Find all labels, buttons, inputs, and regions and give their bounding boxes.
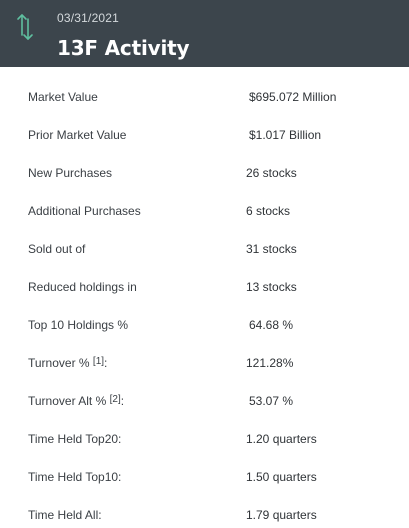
- stat-row: Turnover Alt % [2]: 53.07 %: [0, 382, 409, 420]
- stat-label-text: Sold out of: [28, 242, 86, 256]
- stat-row: New Purchases 26 stocks: [0, 154, 409, 192]
- stat-label-text: Top 10 Holdings %: [28, 318, 129, 332]
- stat-value: 13 stocks: [246, 280, 297, 294]
- stat-label: Top 10 Holdings %: [28, 318, 128, 332]
- stat-label-text: Time Held Top10:: [28, 470, 122, 484]
- stat-label: Market Value: [28, 90, 98, 104]
- stat-label: Sold out of: [28, 242, 85, 256]
- footnote-reference: [1]: [92, 356, 105, 367]
- stat-label: Additional Purchases: [28, 204, 141, 218]
- stat-row: Time Held Top10: 1.50 quarters: [0, 458, 409, 496]
- stat-label: Reduced holdings in: [28, 280, 137, 294]
- stat-row: Additional Purchases 6 stocks: [0, 192, 409, 230]
- stat-label: Turnover Alt % [2]:: [28, 394, 124, 408]
- stat-label: Time Held All:: [28, 508, 102, 522]
- stat-label: Prior Market Value: [28, 128, 126, 142]
- stat-row: Top 10 Holdings % 64.68 %: [0, 306, 409, 344]
- stat-value: 1.20 quarters: [246, 432, 317, 446]
- activity-rows: Market Value $695.072 Million Prior Market…: [0, 78, 409, 528]
- card-header: 03/31/2021 13F Activity: [0, 0, 409, 67]
- stat-value: 53.07 %: [249, 394, 294, 408]
- stat-value: $695.072 Million: [249, 90, 337, 104]
- stat-label-text: Reduced holdings in: [28, 280, 137, 294]
- stat-row: Sold out of 31 stocks: [0, 230, 409, 268]
- stat-row: Turnover % [1]: 121.28%: [0, 344, 409, 382]
- stat-row: Time Held Top20: 1.20 quarters: [0, 420, 409, 458]
- report-date: 03/31/2021: [57, 11, 120, 25]
- stat-label-text: New Purchases: [28, 166, 113, 180]
- stat-value: 64.68 %: [249, 318, 294, 332]
- stat-value: 121.28%: [246, 356, 294, 370]
- stat-label-text: Turnover %: [28, 356, 90, 370]
- vertical-swap-arrows-icon: [17, 14, 33, 40]
- stat-label: New Purchases: [28, 166, 112, 180]
- card-title: 13F Activity: [57, 36, 190, 60]
- stat-label-text: Time Held All:: [28, 508, 102, 522]
- stat-label-text: Prior Market Value: [28, 128, 127, 142]
- footnote-reference: [2]: [109, 394, 121, 405]
- stat-label-text: Market Value: [28, 90, 98, 104]
- stat-label-text: Time Held Top20:: [28, 432, 122, 446]
- stat-label-text: Turnover Alt %: [28, 394, 107, 408]
- stat-value: 1.79 quarters: [246, 508, 317, 522]
- stat-value: 6 stocks: [246, 204, 291, 218]
- stat-label-suffix: :: [104, 356, 108, 370]
- stat-label: Time Held Top10:: [28, 470, 121, 484]
- stat-value: 1.50 quarters: [246, 470, 317, 484]
- stat-row: Prior Market Value $1.017 Billion: [0, 116, 409, 154]
- stat-label-suffix: :: [120, 394, 125, 408]
- stat-row: Reduced holdings in 13 stocks: [0, 268, 409, 306]
- stat-label: Time Held Top20:: [28, 432, 121, 446]
- stat-value: $1.017 Billion: [249, 128, 322, 142]
- stat-label: Turnover % [1]:: [28, 356, 107, 370]
- stat-row: Time Held All: 1.79 quarters: [0, 496, 409, 528]
- stat-row: Market Value $695.072 Million: [0, 78, 409, 116]
- stat-value: 26 stocks: [246, 166, 297, 180]
- stat-label-text: Additional Purchases: [28, 204, 141, 218]
- stat-value: 31 stocks: [246, 242, 297, 256]
